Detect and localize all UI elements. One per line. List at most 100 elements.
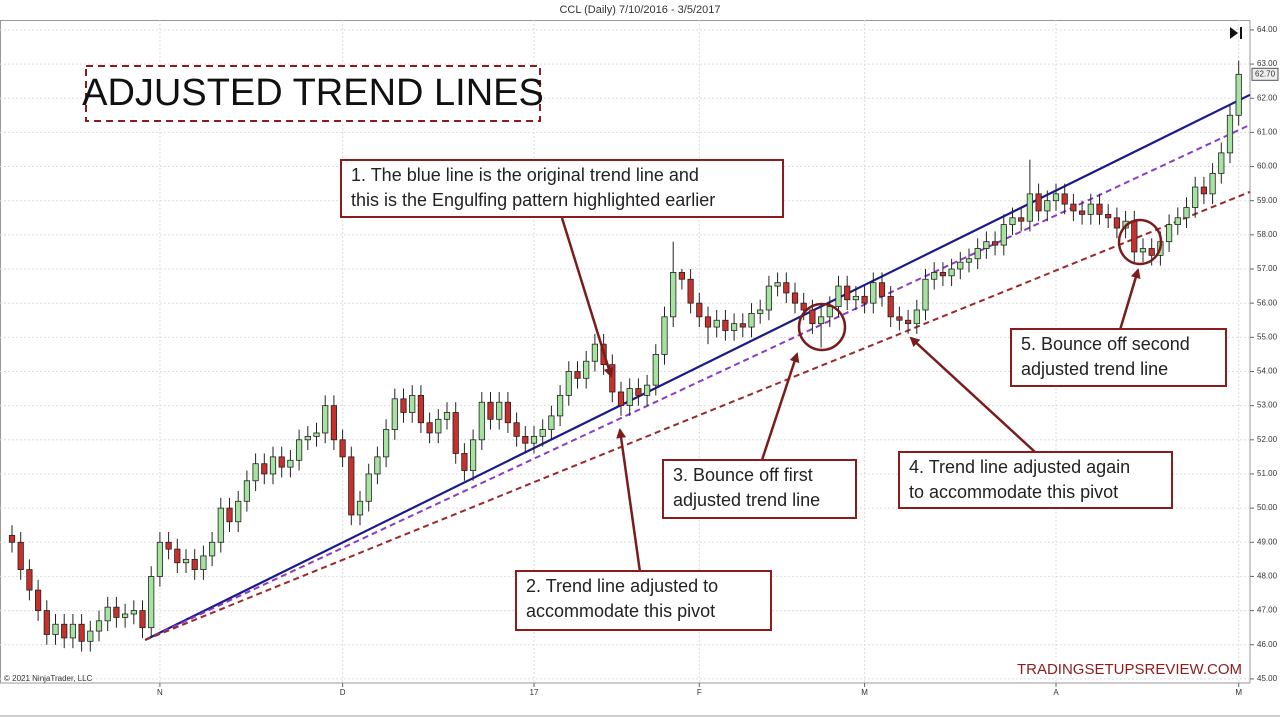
- candle-body: [539, 429, 546, 437]
- candle-body: [1174, 217, 1181, 226]
- annotation-text: to accommodate this pivot: [909, 482, 1118, 502]
- candle-body: [1078, 210, 1086, 215]
- candle-body: [1139, 248, 1147, 253]
- candle-body: [739, 323, 746, 328]
- y-tick-label: 45.00: [1257, 674, 1278, 683]
- annotation-box: [1010, 328, 1227, 387]
- candle-body: [670, 272, 677, 318]
- candle-body: [322, 405, 329, 434]
- candle-body: [878, 282, 886, 297]
- candle-body: [835, 285, 842, 307]
- annotation-text: 3. Bounce off first: [673, 465, 813, 485]
- annotation-text: accommodate this pivot: [526, 601, 715, 621]
- candle-body: [583, 360, 590, 379]
- candle-body: [574, 371, 581, 379]
- chart-title: CCL (Daily) 7/10/2016 - 3/5/2017: [559, 4, 720, 16]
- x-tick-label: M: [861, 688, 868, 697]
- y-tick-label: 49.00: [1257, 537, 1278, 546]
- candle-body: [513, 422, 520, 437]
- axes: 45.00 46.00 47.00 48.00 49.00 50.00 51.00 52.00…: [157, 25, 1279, 697]
- candle-body: [61, 623, 68, 639]
- candle-body: [348, 456, 355, 516]
- annotation-text: adjusted trend line: [673, 490, 820, 510]
- candle-body: [104, 606, 111, 622]
- candle-body: [435, 418, 442, 434]
- heading-box: [85, 65, 541, 122]
- candle-body: [504, 401, 511, 424]
- annotation-text: this is the Engulfing pattern highlighte…: [351, 190, 715, 210]
- candle-body: [8, 535, 16, 543]
- candle-body: [243, 480, 251, 502]
- trend-line: [144, 190, 1251, 641]
- candle-body: [443, 412, 451, 420]
- candles: [8, 60, 1242, 652]
- candle-body: [991, 241, 999, 246]
- candle-body: [1052, 193, 1060, 202]
- candle-body: [287, 459, 294, 468]
- y-tick-label: 55.00: [1257, 332, 1278, 341]
- candle-body: [113, 606, 120, 618]
- candle-body: [130, 610, 137, 615]
- candle-body: [426, 422, 433, 434]
- candle-body: [165, 541, 172, 550]
- candle-body: [1087, 203, 1094, 215]
- candle-body: [226, 507, 233, 523]
- arrow: [909, 336, 1036, 453]
- candle-body: [939, 272, 946, 277]
- candle-body: [626, 388, 633, 407]
- candle-body: [391, 398, 398, 430]
- candle-body: [661, 316, 668, 355]
- candle-body: [591, 343, 598, 362]
- candle-body: [904, 319, 912, 325]
- candle-body: [783, 282, 790, 294]
- candle-body: [609, 364, 616, 393]
- candle-body: [530, 435, 538, 444]
- candle-body: [339, 439, 346, 458]
- candle-body: [1235, 73, 1242, 116]
- y-tick-label: 47.00: [1257, 606, 1278, 615]
- candle-body: [852, 295, 859, 301]
- candle-body: [1226, 114, 1234, 154]
- candle-body: [209, 541, 216, 557]
- candle-body: [78, 623, 85, 642]
- candle-body: [800, 302, 807, 311]
- candle-body: [356, 500, 364, 516]
- candle-body: [43, 610, 50, 635]
- candle-body: [409, 394, 416, 413]
- candle-body: [52, 623, 59, 635]
- candle-body: [774, 282, 781, 287]
- candle-body: [913, 309, 920, 325]
- annotation-text: 1. The blue line is the original trend l…: [351, 165, 699, 185]
- candle-body: [696, 302, 703, 318]
- candle-body: [617, 391, 625, 407]
- candle-body: [704, 316, 712, 328]
- arrow: [760, 352, 800, 461]
- candle-body: [548, 415, 555, 430]
- candle-body: [417, 394, 425, 424]
- trend-line: [144, 93, 1251, 641]
- arrow: [1118, 268, 1141, 331]
- x-tick-label: N: [157, 688, 163, 697]
- candle-body: [200, 555, 207, 570]
- candle-body: [261, 463, 268, 475]
- candle-body: [1200, 186, 1207, 195]
- candle-body: [374, 456, 381, 475]
- arrow: [560, 217, 614, 378]
- candle-body: [931, 272, 938, 280]
- play-icon: [1230, 27, 1242, 39]
- candle-body: [235, 500, 242, 523]
- y-tick-label: 58.00: [1257, 230, 1278, 239]
- y-tick-label: 50.00: [1257, 503, 1278, 512]
- copyright: © 2021 NinjaTrader, LLC: [4, 674, 93, 683]
- candle-body: [296, 439, 303, 461]
- candle-body: [974, 248, 981, 260]
- candle-body: [383, 429, 390, 458]
- annotation-box: [662, 459, 857, 519]
- x-tick-label: A: [1053, 688, 1059, 697]
- candle-body: [400, 398, 407, 413]
- y-tick-label: 51.00: [1257, 469, 1278, 478]
- candle-body: [452, 412, 459, 454]
- candle-body: [635, 388, 642, 396]
- y-tick-label: 61.00: [1257, 127, 1278, 136]
- candle-body: [478, 401, 485, 441]
